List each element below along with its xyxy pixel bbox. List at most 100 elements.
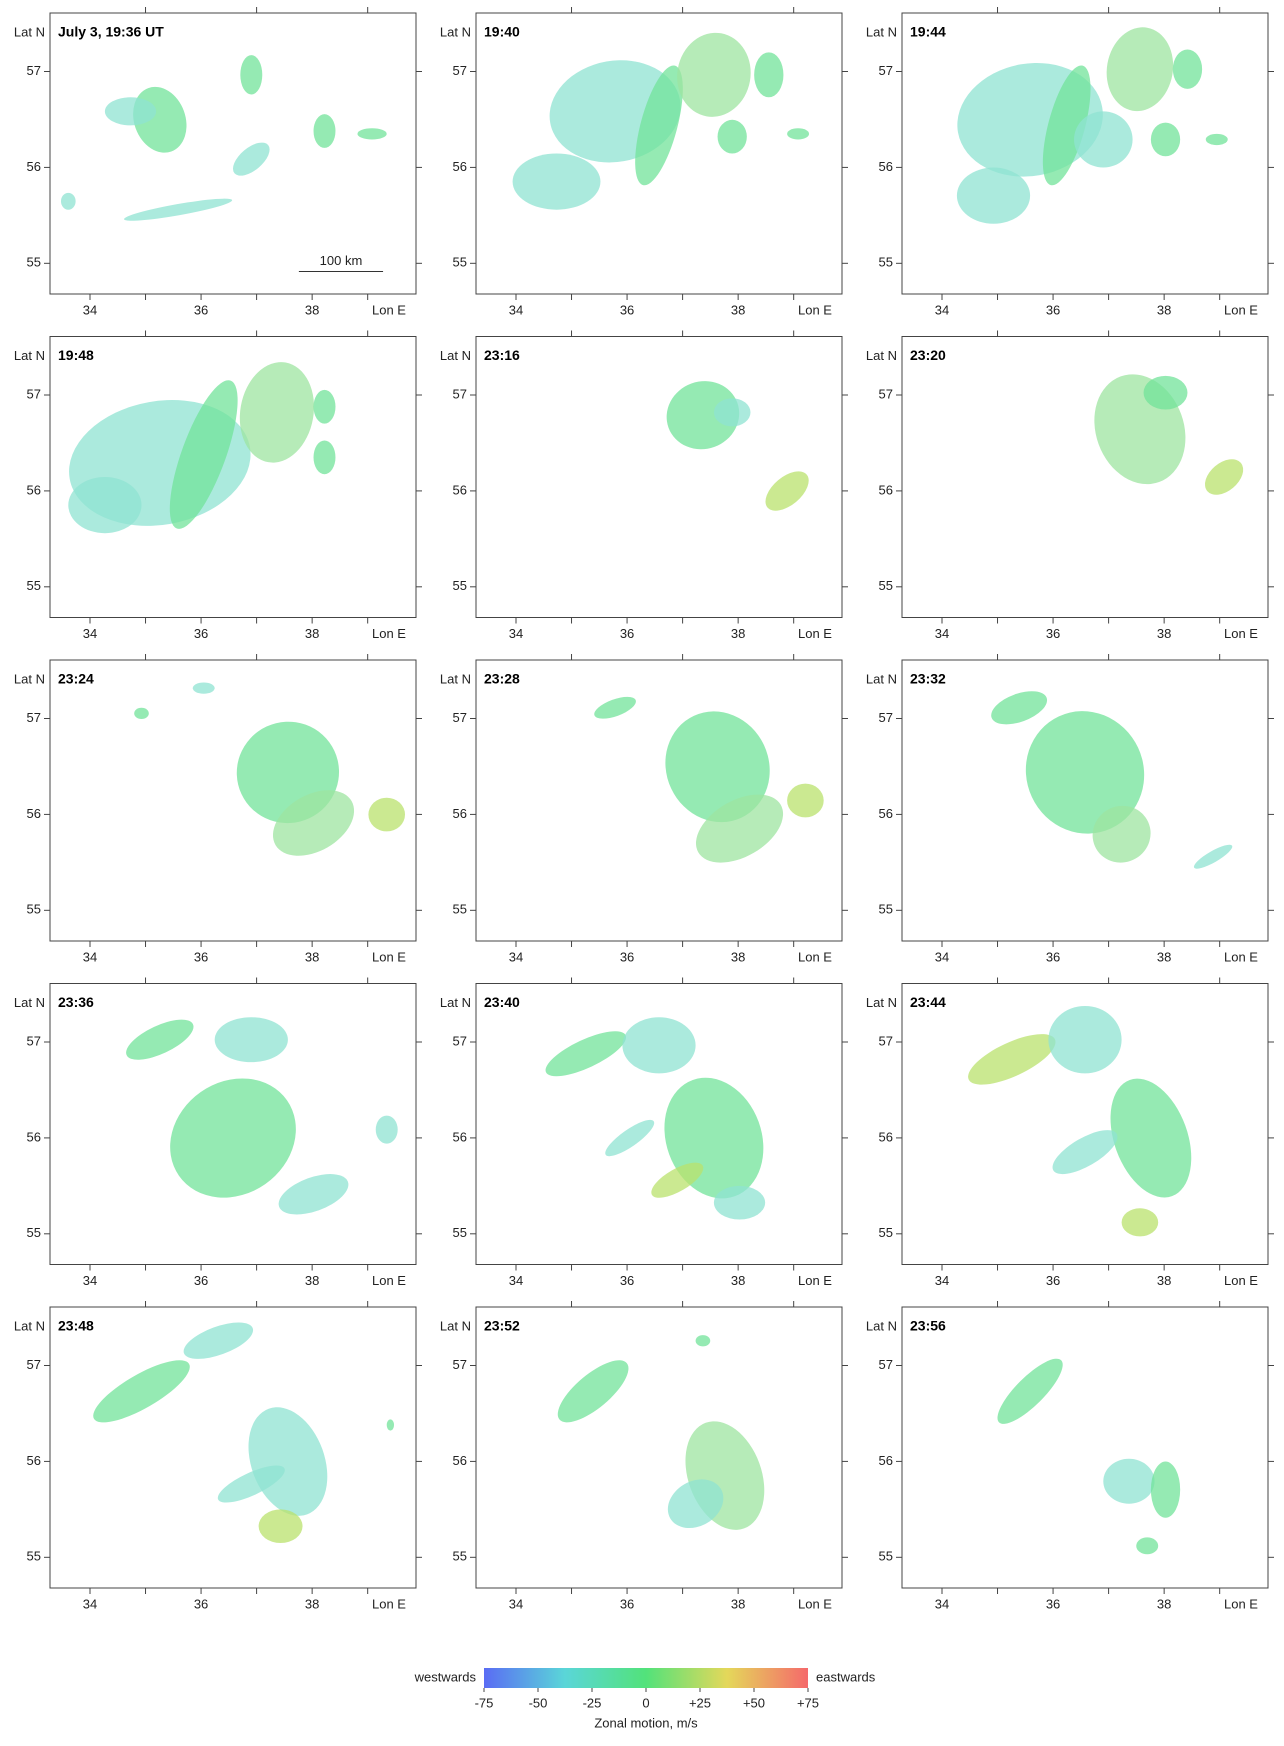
echo-region — [754, 52, 783, 97]
x-axis-label: Lon E — [798, 626, 832, 641]
x-axis-label: Lon E — [372, 626, 406, 641]
x-tick-label: 34 — [935, 302, 949, 317]
x-axis-label: Lon E — [1224, 1273, 1258, 1288]
y-tick-label: 56 — [453, 482, 467, 497]
x-tick-label: 38 — [731, 949, 745, 964]
x-tick-label: 38 — [1157, 949, 1171, 964]
x-tick-label: 34 — [509, 626, 523, 641]
x-axis-label: Lon E — [1224, 949, 1258, 964]
y-axis-label: Lat N — [866, 671, 897, 686]
panel-title: 19:40 — [484, 24, 520, 40]
echo-region — [314, 440, 336, 474]
x-axis-label: Lon E — [372, 1273, 406, 1288]
echo-region — [758, 464, 815, 518]
x-tick-label: 36 — [1046, 949, 1060, 964]
x-tick-label: 36 — [1046, 302, 1060, 317]
panel-title: 23:44 — [910, 994, 946, 1010]
panel-title: 23:48 — [58, 1318, 94, 1334]
panel-title: 23:52 — [484, 1318, 520, 1334]
echo-region — [1046, 1122, 1123, 1183]
y-tick-label: 55 — [879, 1225, 893, 1240]
x-tick-label: 36 — [620, 626, 634, 641]
panel-title: 23:16 — [484, 347, 520, 363]
colorbar — [484, 1668, 808, 1688]
x-axis-label: Lon E — [1224, 626, 1258, 641]
y-tick-label: 56 — [453, 159, 467, 174]
x-tick-label: 38 — [305, 626, 319, 641]
y-tick-label: 55 — [879, 255, 893, 270]
panel-frame — [50, 660, 416, 941]
y-tick-label: 57 — [453, 63, 467, 78]
x-tick-label: 38 — [1157, 1596, 1171, 1611]
x-tick-label: 38 — [1157, 626, 1171, 641]
panel-title: 23:36 — [58, 994, 94, 1010]
y-tick-label: 57 — [453, 1033, 467, 1048]
echo-region — [962, 1024, 1062, 1095]
x-tick-label: 38 — [1157, 1273, 1171, 1288]
x-tick-label: 38 — [305, 949, 319, 964]
x-tick-label: 38 — [731, 1273, 745, 1288]
echo-region — [1103, 1459, 1154, 1504]
panel-title: July 3, 19:36 UT — [58, 24, 164, 40]
colorbar-tick-label: +25 — [689, 1695, 711, 1710]
y-tick-label: 55 — [27, 578, 41, 593]
y-axis-label: Lat N — [440, 671, 471, 686]
echo-region — [1074, 111, 1133, 167]
y-tick-label: 57 — [879, 1357, 893, 1372]
x-tick-label: 34 — [509, 1273, 523, 1288]
echo-region — [1048, 1006, 1121, 1073]
y-tick-label: 56 — [879, 1129, 893, 1144]
y-tick-label: 56 — [27, 159, 41, 174]
echo-region — [787, 784, 824, 818]
y-axis-label: Lat N — [14, 671, 45, 686]
y-tick-label: 57 — [27, 1033, 41, 1048]
echo-region — [215, 1017, 288, 1062]
y-tick-label: 56 — [879, 1453, 893, 1468]
figure: 555657343638Lat NLon EJuly 3, 19:36 UT10… — [0, 0, 1284, 1746]
x-axis-label: Lon E — [1224, 302, 1258, 317]
x-tick-label: 34 — [83, 302, 97, 317]
echo-region — [179, 1315, 257, 1366]
y-axis-label: Lat N — [14, 1318, 45, 1333]
x-tick-label: 36 — [620, 1596, 634, 1611]
x-axis-label: Lon E — [1224, 1596, 1258, 1611]
echo-region — [1206, 134, 1228, 145]
echo-region — [314, 390, 336, 424]
colorbar-tick-label: -25 — [583, 1695, 602, 1710]
x-tick-label: 34 — [83, 626, 97, 641]
colorbar-left-label: westwards — [414, 1669, 477, 1684]
echo-region — [549, 1350, 638, 1432]
x-tick-label: 34 — [935, 1273, 949, 1288]
x-tick-label: 34 — [935, 949, 949, 964]
echo-region — [987, 685, 1052, 731]
panel-frame — [902, 1307, 1268, 1588]
y-tick-label: 56 — [27, 482, 41, 497]
echo-region — [989, 1350, 1071, 1432]
echo-region — [1122, 1208, 1159, 1236]
echo-region — [123, 195, 233, 225]
x-tick-label: 34 — [83, 1273, 97, 1288]
echo-region — [714, 1186, 765, 1220]
y-axis-label: Lat N — [866, 1318, 897, 1333]
colorbar-tick-label: 0 — [642, 1695, 649, 1710]
x-tick-label: 38 — [305, 302, 319, 317]
colorbar-tick-label: +50 — [743, 1695, 765, 1710]
panel-title: 23:32 — [910, 671, 946, 687]
y-tick-label: 56 — [27, 1453, 41, 1468]
echo-region — [671, 27, 758, 123]
echo-region — [718, 120, 747, 154]
x-tick-label: 34 — [83, 949, 97, 964]
x-axis-label: Lon E — [798, 1273, 832, 1288]
x-axis-label: Lon E — [798, 302, 832, 317]
y-tick-label: 56 — [453, 806, 467, 821]
panel-title: 23:40 — [484, 994, 520, 1010]
y-tick-label: 56 — [453, 1129, 467, 1144]
y-tick-label: 57 — [879, 710, 893, 725]
echo-region — [121, 1011, 199, 1067]
x-axis-label: Lon E — [798, 1596, 832, 1611]
y-tick-label: 55 — [453, 578, 467, 593]
echo-region — [193, 682, 215, 693]
